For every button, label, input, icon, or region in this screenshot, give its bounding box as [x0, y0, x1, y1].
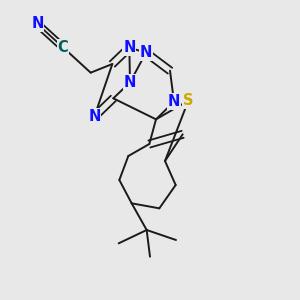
- Text: S: S: [183, 93, 194, 108]
- Text: N: N: [123, 40, 136, 55]
- Text: N: N: [31, 16, 44, 32]
- Text: N: N: [124, 75, 136, 90]
- Text: C: C: [58, 40, 68, 55]
- Text: N: N: [88, 109, 100, 124]
- Text: N: N: [140, 45, 152, 60]
- Text: N: N: [168, 94, 180, 109]
